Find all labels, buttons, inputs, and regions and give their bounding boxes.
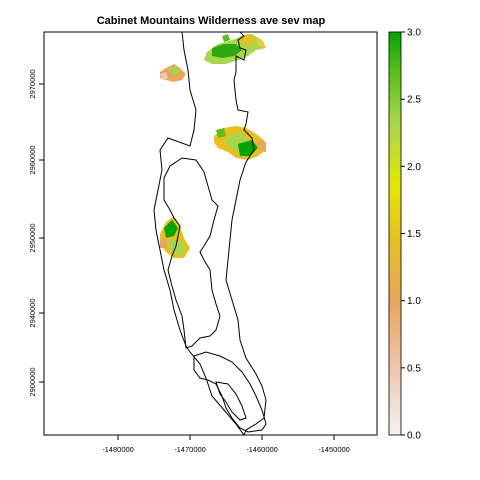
x-axis: -1480000 -1470000 -1460000 -1450000 [102, 435, 350, 454]
legend-tick-label: 0.5 [407, 363, 421, 374]
x-tick-label: -1450000 [318, 445, 350, 454]
severity-patch-central [214, 126, 266, 160]
y-axis: 2900000 2940000 2950000 2960000 2970000 [28, 69, 44, 397]
severity-patch-west [160, 216, 190, 258]
y-tick-label: 2900000 [28, 367, 37, 396]
legend-tick-label: 3.0 [407, 28, 421, 39]
y-tick-label: 2960000 [28, 145, 37, 174]
legend-ticks: 0.0 0.5 1.0 1.5 2.0 2.5 3.0 [401, 28, 421, 442]
legend-tick-label: 1.0 [407, 296, 421, 307]
wilderness-boundary-main [153, 32, 267, 435]
map-plot-area [153, 32, 267, 435]
wilderness-boundary-south-inner [215, 381, 247, 421]
y-tick-label: 2940000 [28, 298, 37, 327]
legend-tick-label: 1.5 [407, 229, 421, 240]
y-tick-label: 2970000 [28, 69, 37, 98]
x-tick-label: -1460000 [246, 445, 278, 454]
x-tick-label: -1480000 [102, 445, 134, 454]
legend-tick-label: 2.0 [407, 162, 421, 173]
wilderness-boundary-inner [163, 157, 221, 349]
severity-patch-north [204, 34, 266, 64]
map-title: Cabinet Mountains Wilderness ave sev map [97, 15, 326, 27]
y-tick-label: 2950000 [28, 223, 37, 252]
legend-tick-label: 0.0 [407, 431, 421, 442]
x-tick-label: -1470000 [174, 445, 206, 454]
legend-tick-label: 2.5 [407, 95, 421, 106]
legend-colorbar [388, 31, 402, 436]
wilderness-boundary-south [193, 351, 267, 433]
severity-patch-northwest [160, 64, 186, 82]
